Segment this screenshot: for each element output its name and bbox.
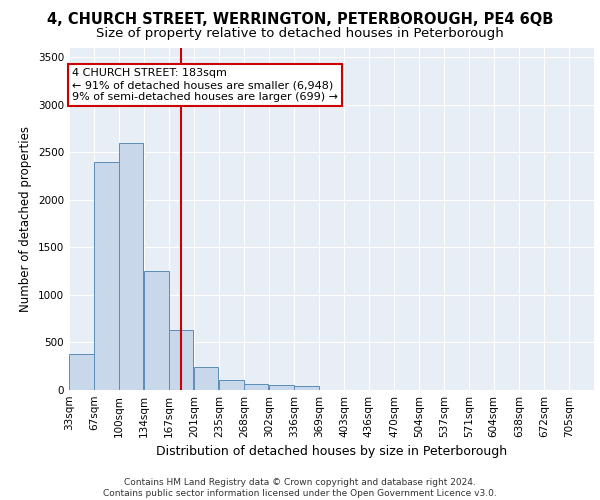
Text: Size of property relative to detached houses in Peterborough: Size of property relative to detached ho…: [96, 28, 504, 40]
Bar: [169, 330, 193, 390]
Bar: [144, 271, 169, 390]
Bar: [194, 366, 218, 390]
Bar: [295, 386, 319, 390]
Bar: [119, 142, 143, 390]
Y-axis label: Number of detached properties: Number of detached properties: [19, 126, 32, 312]
Bar: [244, 384, 268, 390]
Text: 4 CHURCH STREET: 183sqm
← 91% of detached houses are smaller (6,948)
9% of semi-: 4 CHURCH STREET: 183sqm ← 91% of detache…: [72, 68, 338, 102]
X-axis label: Distribution of detached houses by size in Peterborough: Distribution of detached houses by size …: [156, 446, 507, 458]
Text: Contains HM Land Registry data © Crown copyright and database right 2024.
Contai: Contains HM Land Registry data © Crown c…: [103, 478, 497, 498]
Text: 4, CHURCH STREET, WERRINGTON, PETERBOROUGH, PE4 6QB: 4, CHURCH STREET, WERRINGTON, PETERBOROU…: [47, 12, 553, 28]
Bar: [269, 385, 293, 390]
Bar: [94, 162, 119, 390]
Bar: [219, 380, 244, 390]
Bar: [69, 354, 94, 390]
